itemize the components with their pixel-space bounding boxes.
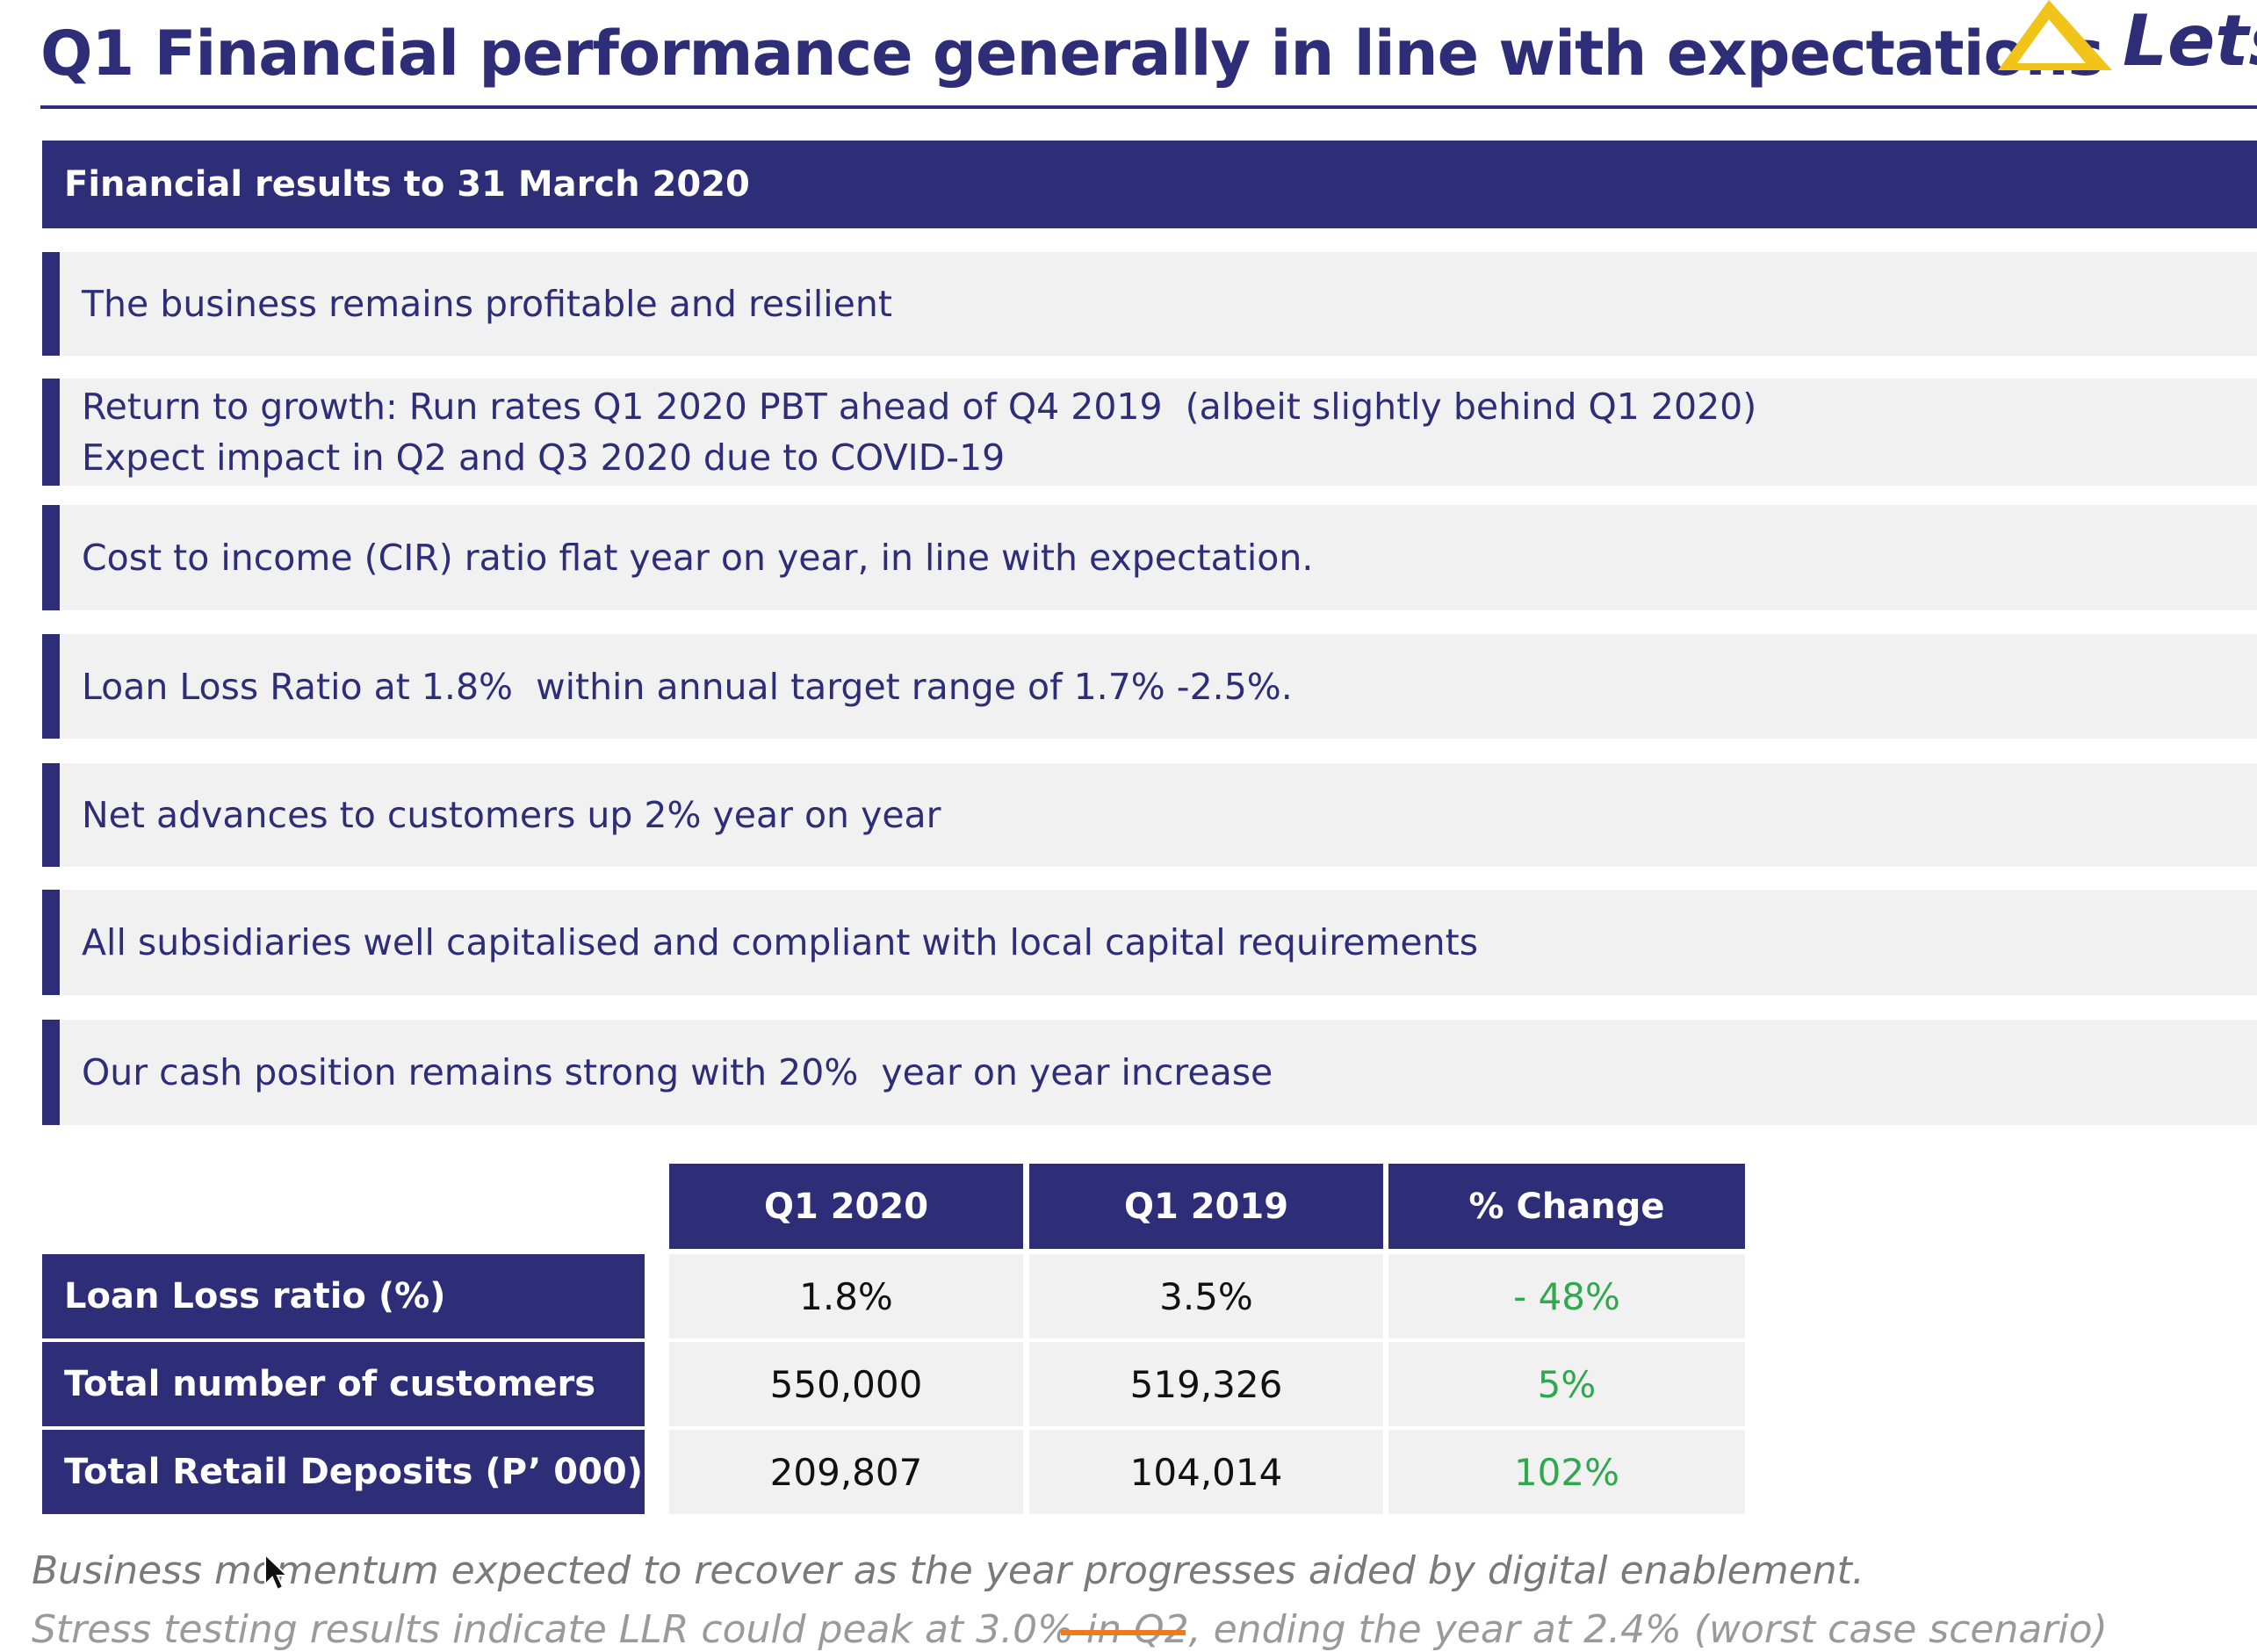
column-header-q1-2020: Q1 2020: [669, 1164, 1023, 1249]
bullet-item: Loan Loss Ratio at 1.8% within annual ta…: [42, 634, 2257, 739]
table-cell-change: - 48%: [1388, 1254, 1745, 1338]
scroll-indicator: [1061, 1630, 1186, 1635]
bullet-text: All subsidiaries well capitalised and co…: [82, 921, 1479, 963]
bullet-marker: [42, 1020, 60, 1125]
bullet-text: Return to growth: Run rates Q1 2020 PBT …: [82, 386, 1757, 479]
bullet-marker: [42, 890, 60, 995]
table-cell-change: 102%: [1388, 1430, 1745, 1514]
mouse-cursor-icon: [264, 1553, 290, 1591]
bullet-marker: [42, 763, 60, 867]
column-header-change: % Change: [1388, 1164, 1745, 1249]
bullet-item: All subsidiaries well capitalised and co…: [42, 890, 2257, 995]
table-cell-change: 5%: [1388, 1342, 1745, 1426]
bullet-text: Our cash position remains strong with 20…: [82, 1051, 1273, 1093]
bullet-text: The business remains profitable and resi…: [82, 283, 892, 325]
bullet-item: Net advances to customers up 2% year on …: [42, 763, 2257, 867]
table-cell: 1.8%: [669, 1254, 1023, 1338]
table-cell: 550,000: [669, 1342, 1023, 1426]
logo-triangle-icon: [1998, 0, 2112, 70]
bullet-text: Net advances to customers up 2% year on …: [82, 794, 941, 836]
bullet-item: Cost to income (CIR) ratio flat year on …: [42, 505, 2257, 610]
section-header: Financial results to 31 March 2020: [42, 141, 2257, 228]
bullet-marker: [42, 505, 60, 610]
page-title: Q1 Financial performance generally in li…: [40, 18, 2104, 90]
row-label-retail-deposits: Total Retail Deposits (P’ 000): [42, 1430, 645, 1514]
row-label-loan-loss-ratio: Loan Loss ratio (%): [42, 1254, 645, 1338]
bullet-text: Cost to income (CIR) ratio flat year on …: [82, 537, 1314, 579]
logo-text: Lets: [2123, 0, 2257, 82]
footnote-momentum: Business momentum expected to recover as…: [32, 1548, 1864, 1593]
title-underline: [40, 105, 2257, 109]
bullet-item: Our cash position remains strong with 20…: [42, 1020, 2257, 1125]
table-cell: 209,807: [669, 1430, 1023, 1514]
table-cell: 519,326: [1029, 1342, 1383, 1426]
company-logo: Lets: [1998, 0, 2257, 82]
bullet-item: The business remains profitable and resi…: [42, 252, 2257, 356]
row-label-total-customers: Total number of customers: [42, 1342, 645, 1426]
table-cell: 104,014: [1029, 1430, 1383, 1514]
bullet-text: Loan Loss Ratio at 1.8% within annual ta…: [82, 665, 1293, 708]
bullet-marker: [42, 379, 60, 486]
bullet-marker: [42, 252, 60, 356]
column-header-q1-2019: Q1 2019: [1029, 1164, 1383, 1249]
table-cell: 3.5%: [1029, 1254, 1383, 1338]
bullet-item: Return to growth: Run rates Q1 2020 PBT …: [42, 379, 2257, 486]
bullet-marker: [42, 634, 60, 739]
